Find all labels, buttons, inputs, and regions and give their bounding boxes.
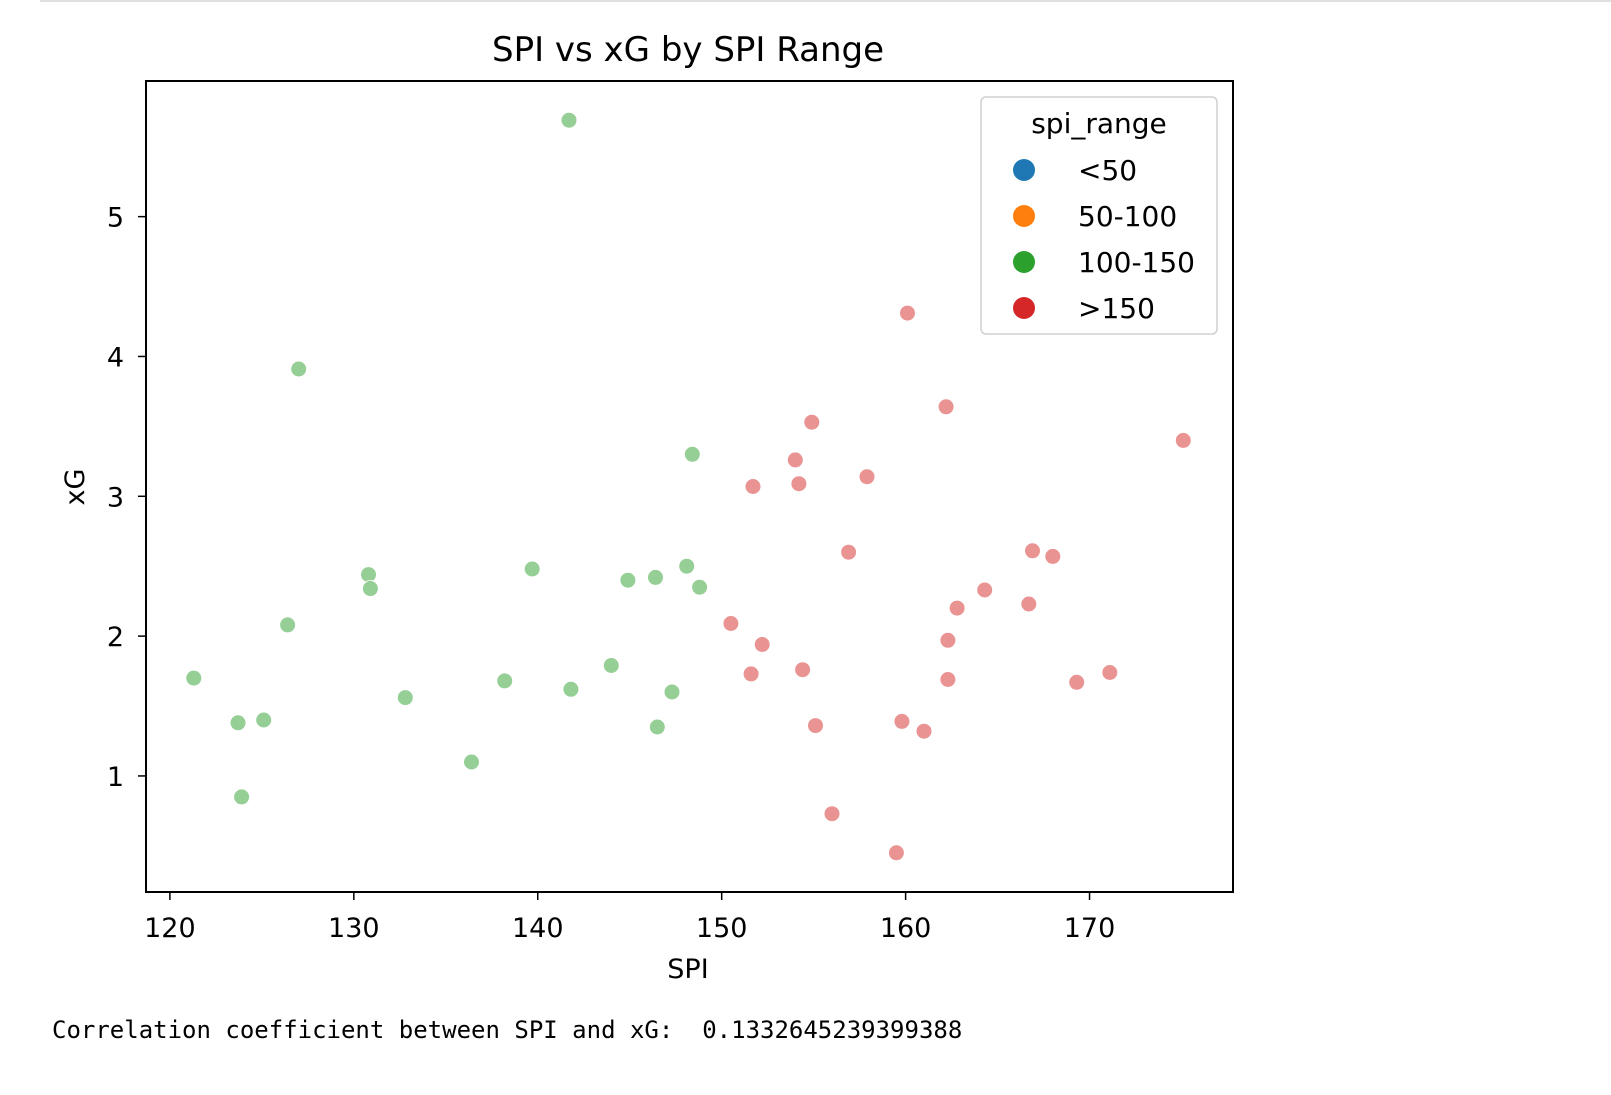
data-point [887,844,905,862]
data-point [279,616,297,634]
legend-marker [1013,251,1035,273]
y-axis: 1 2 3 4 5 [107,203,146,793]
data-point [691,578,709,596]
data-point [1020,595,1038,613]
x-tick-label: 130 [328,913,380,944]
legend-label: <50 [1078,154,1137,187]
y-axis-label: xG [60,469,91,506]
data-point [1101,664,1119,681]
data-point [1174,431,1192,449]
data-point [937,398,955,416]
data-point [722,615,740,632]
data-point [602,657,620,674]
data-point [683,445,701,463]
legend-title: spi_range [1031,107,1167,140]
x-tick-label: 150 [696,913,748,944]
data-point [948,599,966,617]
y-tick-label: 4 [107,342,124,373]
data-point [463,753,480,771]
data-point [1068,673,1086,691]
data-point [744,478,762,495]
data-point [803,413,821,431]
data-point [663,683,681,701]
data-point [562,680,580,698]
data-point [361,580,379,598]
correlation-output: Correlation coefficient between SPI and … [52,1016,963,1044]
legend-label: 50-100 [1078,200,1177,233]
data-point [939,671,957,688]
data-point [647,568,664,586]
data-point [233,788,251,806]
x-axis: 120 130 140 150 160 170 [144,892,1115,944]
plot-frame [145,80,1234,893]
data-point [786,451,804,469]
data-point [893,712,911,730]
legend-box [980,96,1218,335]
y-tick-label: 1 [107,762,124,793]
data-point [858,468,876,486]
data-point [939,631,957,649]
data-point [976,581,994,599]
data-point [229,714,247,732]
x-axis-label: SPI [667,954,708,985]
legend: spi_range <50 50-100 100-150 >150 [980,96,1218,335]
data-point [255,711,273,729]
legend-label: 100-150 [1078,246,1195,279]
y-tick-label: 3 [107,482,124,513]
x-tick-label: 160 [880,913,932,944]
data-point [396,689,414,707]
legend-marker [1013,205,1035,227]
data-point [840,543,858,561]
legend-marker [1013,297,1035,319]
data-point [678,557,696,575]
data-point [823,805,841,823]
data-point [290,360,308,378]
data-point [1024,542,1041,560]
data-point [753,636,771,653]
y-tick-label: 5 [107,203,124,234]
data-point [794,661,812,679]
data-point [619,571,637,589]
data-point [496,672,514,690]
points-layer [185,111,1192,862]
data-point [360,566,377,584]
data-point [560,111,578,129]
x-tick-label: 140 [512,913,564,944]
scatter-chart: SPI vs xG by SPI Range 120 130 140 150 160 17… [60,30,1234,985]
legend-entries: <50 50-100 100-150 >150 [1013,154,1195,325]
y-tick-label: 2 [107,622,124,653]
data-point [648,718,666,736]
legend-marker [1013,159,1035,181]
data-point [915,722,933,740]
data-point [185,669,203,687]
chart-title: SPI vs xG by SPI Range [492,30,884,70]
data-point [1044,547,1062,565]
data-point [742,665,760,683]
data-point [899,304,916,322]
cell-top-border [40,0,1611,2]
legend-label: >150 [1078,292,1155,325]
data-point [807,717,824,735]
x-tick-label: 120 [144,913,196,944]
x-tick-label: 170 [1064,913,1116,944]
data-point [790,475,808,493]
data-point [523,560,541,578]
